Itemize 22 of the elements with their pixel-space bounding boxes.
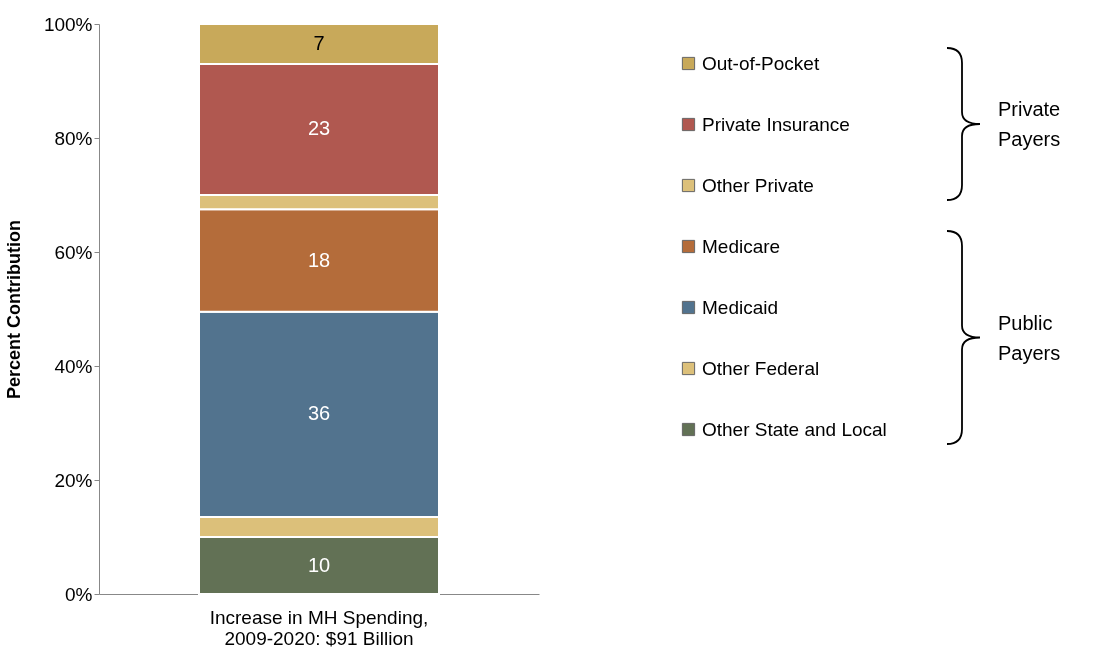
y-tick-label: 100% (43, 13, 93, 35)
text: Public Payers (998, 310, 1062, 366)
y-tick-label: 60% (54, 241, 93, 263)
data-label: 7 (313, 31, 325, 54)
legend-label: Other State and Local (702, 418, 887, 440)
y-axis-title: Percent Contribution (3, 220, 24, 399)
data-label: 36 (307, 402, 331, 425)
data-label: 18 (307, 248, 331, 271)
text: Private Payers (998, 97, 1062, 152)
legend-label: Other Private (702, 174, 814, 196)
y-tick-label: 80% (54, 127, 93, 149)
legend-label: Private Insurance (702, 113, 850, 135)
y-tick-label: 20% (54, 469, 93, 491)
y-tick-label: 0% (65, 583, 93, 605)
legend-label: Out-of-Pocket (702, 52, 820, 74)
legend-label: Medicaid (702, 296, 779, 318)
legend-label: Other Federal (702, 357, 820, 379)
data-label: 10 (307, 553, 331, 576)
data-label: 23 (307, 117, 331, 140)
y-tick-label: 40% (54, 355, 93, 377)
legend-label: Medicare (702, 235, 781, 257)
x-tick-label: Increase in MH Spending, 2009-2020: $91 Billion (209, 606, 429, 649)
